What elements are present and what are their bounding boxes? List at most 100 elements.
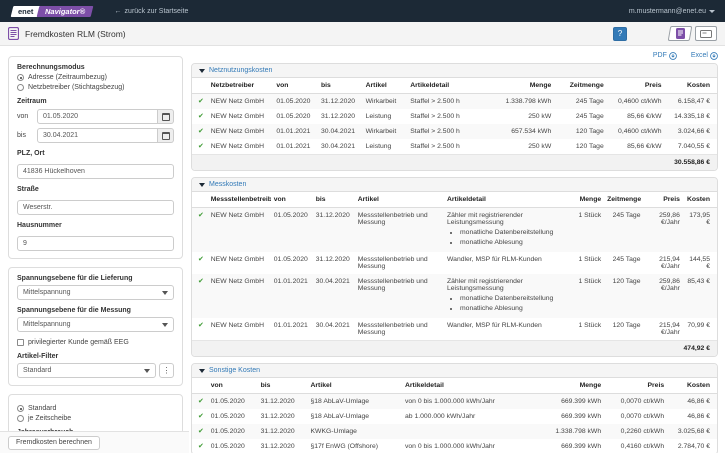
cell-text: 01.01.2021 bbox=[273, 278, 308, 285]
cell: 245 Tage bbox=[604, 252, 643, 274]
column-header: Zeitmenge bbox=[554, 78, 607, 94]
cell-text: 245 Tage bbox=[612, 256, 641, 263]
cell-text: §18 AbLaV-Umlage bbox=[310, 413, 370, 420]
cell bbox=[402, 424, 531, 439]
status-cell: ✔ bbox=[192, 94, 208, 110]
check-icon: ✔ bbox=[198, 143, 204, 150]
page-header: Fremdkosten RLM (Strom) ? bbox=[0, 22, 725, 46]
strasse-input[interactable] bbox=[17, 200, 174, 215]
cell: 01.05.2020 bbox=[208, 424, 258, 439]
card-view-button[interactable] bbox=[695, 26, 717, 41]
table-row: ✔ 01.05.2020 31.12.2020 §17f EnWG (Offshore… bbox=[192, 439, 717, 453]
chevron-down-icon bbox=[162, 290, 168, 295]
cell: Leistung bbox=[363, 109, 408, 124]
cell: 46,86 € bbox=[667, 394, 717, 410]
radio-je-zeitscheibe[interactable]: je Zeitscheibe bbox=[17, 415, 174, 422]
excel-export-link[interactable]: Excel bbox=[691, 51, 718, 60]
column-header: Preis bbox=[606, 78, 665, 94]
sonstige-kosten-section: Sonstige Kosten von bis Artikel Artikeldeta… bbox=[191, 363, 718, 453]
app-logo[interactable]: enet Navigator® bbox=[10, 5, 94, 17]
cell-text: NEW Netz GmbH bbox=[210, 98, 264, 105]
eeg-checkbox-row[interactable]: privilegierter Kunde gemäß EEG bbox=[17, 339, 174, 346]
hausnummer-label: Hausnummer bbox=[17, 222, 62, 229]
collapse-triangle-icon bbox=[199, 182, 205, 187]
calendar-icon bbox=[161, 131, 170, 140]
cell: 657.534 kWh bbox=[486, 124, 554, 139]
cell-text: 0,0070 ct/kWh bbox=[620, 413, 665, 420]
messkosten-section-toggle[interactable]: Messkosten bbox=[192, 178, 717, 192]
cell: 259,86 €/Jahr bbox=[644, 208, 683, 253]
cell: 173,95 € bbox=[683, 208, 717, 253]
column-header: Artikeldetail bbox=[444, 192, 570, 208]
cell: Wandler, MSP für RLM-Kunden bbox=[444, 252, 570, 274]
cell-text: 85,66 €/kW bbox=[627, 113, 662, 120]
cell-text: 1.338.798 kWh bbox=[555, 428, 602, 435]
cell: NEW Netz GmbH bbox=[208, 109, 274, 124]
netznutzungskosten-section-toggle[interactable]: Netznutzungskosten bbox=[192, 64, 717, 78]
cell-text: NEW Netz GmbH bbox=[210, 278, 264, 285]
plz-ort-input[interactable] bbox=[17, 164, 174, 179]
cell: 14.335,18 € bbox=[665, 109, 718, 124]
check-icon: ✔ bbox=[198, 398, 204, 405]
cell: 215,94 €/Jahr bbox=[644, 318, 683, 341]
fremdkosten-berechnen-button[interactable]: Fremdkosten berechnen bbox=[8, 435, 100, 450]
column-header: Artikeldetail bbox=[402, 378, 531, 394]
cell: 01.01.2021 bbox=[271, 318, 313, 341]
cell: Staffel > 2.500 h bbox=[407, 109, 486, 124]
collapse-triangle-icon bbox=[199, 68, 205, 73]
card-icon bbox=[700, 29, 712, 38]
filter-options-button[interactable]: ⋮ bbox=[159, 363, 174, 378]
lieferung-select[interactable]: Mittelspannung bbox=[17, 285, 174, 300]
cell: 01.05.2020 bbox=[271, 252, 313, 274]
pdf-export-link[interactable]: PDF bbox=[653, 51, 677, 60]
cell: 01.01.2021 bbox=[271, 274, 313, 318]
cell: 0,0070 ct/kWh bbox=[604, 394, 667, 410]
calendar-button[interactable] bbox=[158, 109, 174, 124]
radio-netzbetreiber[interactable]: Netzbetreiber (Stichtagsbezug) bbox=[17, 84, 174, 91]
date-to-input[interactable] bbox=[37, 128, 158, 143]
cell-text: 31.12.2020 bbox=[315, 256, 350, 263]
table-row: ✔ NEW Netz GmbH 01.01.2021 30.04.2021 Leistu… bbox=[192, 139, 717, 155]
artikel-filter-select[interactable]: Standard bbox=[17, 363, 156, 378]
cell: 144,55 € bbox=[683, 252, 717, 274]
cell-text: NEW Netz GmbH bbox=[210, 128, 264, 135]
cell-text: NEW Netz GmbH bbox=[210, 212, 264, 219]
cell-text: 31.12.2020 bbox=[260, 428, 295, 435]
cell: Messstellenbetrieb und Messung bbox=[355, 252, 444, 274]
table-row: ✔ NEW Netz GmbH 01.01.2021 30.04.2021 Wirkar… bbox=[192, 124, 717, 139]
column-header: Netzbetreiber bbox=[207, 78, 274, 94]
radio-je-zeitscheibe-label: je Zeitscheibe bbox=[28, 415, 72, 422]
purple-document-icon bbox=[675, 28, 685, 39]
check-icon: ✔ bbox=[198, 278, 204, 285]
hausnummer-input[interactable] bbox=[17, 236, 174, 251]
column-header: Messstellenbetreiber bbox=[207, 192, 271, 208]
cell-text: 120 Tage bbox=[612, 322, 641, 329]
radio-adresse[interactable]: Adresse (Zeitraumbezug) bbox=[17, 74, 174, 81]
date-from-input[interactable] bbox=[37, 109, 158, 124]
cell: Messstellenbetrieb und Messung bbox=[355, 208, 444, 253]
navigator-logo: Navigator® bbox=[37, 5, 94, 17]
radio-standard[interactable]: Standard bbox=[17, 405, 174, 412]
cell-text: 0,4600 ct/kWh bbox=[618, 128, 662, 135]
messung-select[interactable]: Mittelspannung bbox=[17, 317, 174, 332]
user-account-menu[interactable]: m.mustermann@enet.eu bbox=[629, 8, 715, 15]
cell: 245 Tage bbox=[554, 109, 607, 124]
column-header: von bbox=[207, 378, 258, 394]
report-view-button[interactable] bbox=[667, 26, 693, 41]
sidebar-footer: Fremdkosten berechnen bbox=[0, 431, 189, 453]
column-header: Kosten bbox=[667, 378, 717, 394]
cell-text: 259,86 €/Jahr bbox=[659, 278, 680, 292]
calendar-button[interactable] bbox=[158, 128, 174, 143]
help-button[interactable]: ? bbox=[613, 26, 627, 41]
back-to-start-link[interactable]: ← zurück zur Startseite bbox=[115, 8, 189, 15]
cell-text: von 0 bis 1.000.000 kWh/Jahr bbox=[405, 443, 495, 450]
cell-text: 01.05.2020 bbox=[210, 398, 245, 405]
status-cell: ✔ bbox=[192, 252, 208, 274]
table-header-row: MessstellenbetreibervonbisArtikelArtikel… bbox=[192, 192, 717, 208]
cell: 30.04.2021 bbox=[313, 318, 355, 341]
cell-text: KWKG-Umlage bbox=[310, 428, 357, 435]
table-row: ✔ 01.05.2020 31.12.2020 §18 AbLaV-Umlage von… bbox=[192, 393, 717, 410]
back-arrow-icon: ← bbox=[114, 7, 122, 15]
cell: 1.338.798 kWh bbox=[531, 424, 605, 439]
sonstige-kosten-section-toggle[interactable]: Sonstige Kosten bbox=[192, 364, 717, 378]
